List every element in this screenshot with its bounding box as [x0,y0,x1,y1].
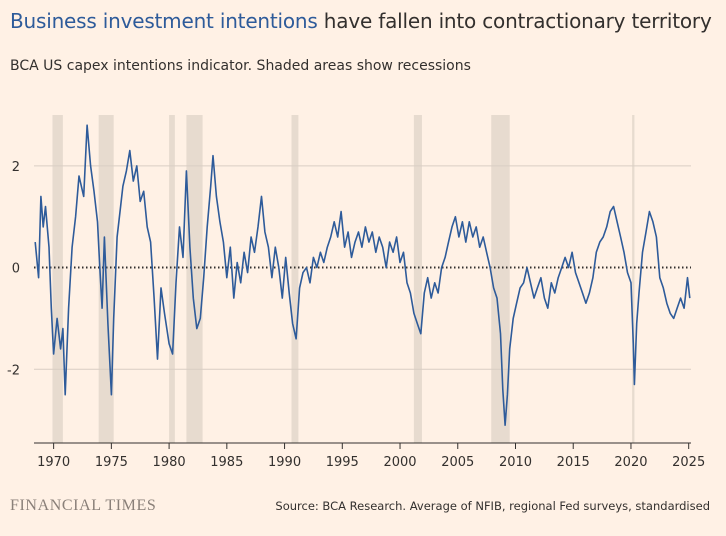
series-layer [34,124,691,426]
title-highlight: Business investment intentions [10,9,318,33]
source-note: Source: BCA Research. Average of NFIB, r… [275,499,710,513]
ft-logo: FINANCIAL TIMES [10,497,157,514]
chart-title: Business investment intentions have fall… [10,7,712,35]
x-tick-label: 1975 [95,455,128,470]
y-tick-label: 2 [12,160,20,175]
x-tick-label: 2005 [441,455,474,470]
x-tick-label: 2010 [499,455,532,470]
x-tick-label: 2025 [672,455,705,470]
x-tick-label: 1970 [37,455,70,470]
series-line [34,124,691,426]
y-tick-label: 0 [12,262,20,277]
recession-band [169,115,175,443]
recession-band [52,115,63,443]
chart-subtitle: BCA US capex intentions indicator. Shade… [10,58,471,74]
recession-band [291,115,299,443]
tick-labels: 2 0 -2 1970 1975 1980 1985 1990 1995 2000 2005 2010… [7,160,705,470]
y-tick-label: -2 [7,363,20,378]
grid-lines [34,165,691,370]
recession-band [491,115,510,443]
x-tick-label: 1985 [210,455,243,470]
x-tick-label: 1995 [326,455,359,470]
recession-band [632,115,635,443]
x-tick-label: 1980 [153,455,186,470]
title-rest: have fallen into contractionary territor… [317,9,712,33]
recession-band [413,115,422,443]
x-axis [34,442,691,449]
x-tick-label: 2000 [383,455,416,470]
x-tick-label: 1990 [268,455,301,470]
recession-bands [52,115,635,443]
x-tick-label: 2015 [557,455,590,470]
recession-band [186,115,203,443]
x-tick-label: 2020 [614,455,647,470]
